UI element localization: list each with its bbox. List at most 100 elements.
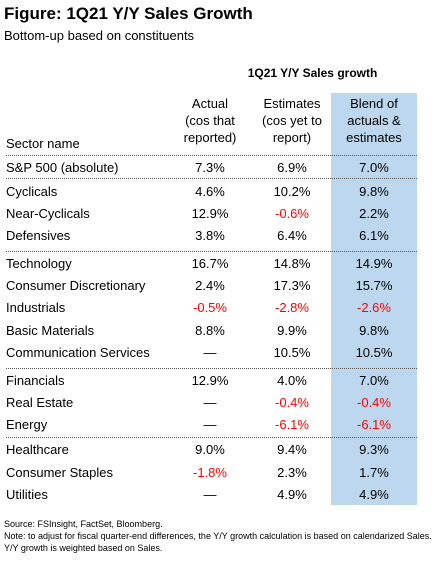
table-row: Financials 12.9% 4.0% 7.0% (6, 369, 417, 391)
actual-cell: — (203, 345, 217, 360)
estimates-cell: 6.4% (277, 228, 307, 243)
table-row: Technology 16.7% 14.8% 14.9% (6, 252, 417, 274)
table-row: Real Estate — -0.4% -0.4% (6, 391, 417, 413)
actual-cell: -1.8% (193, 465, 227, 480)
estimates-cell: 17.3% (273, 278, 311, 293)
table-row: S&P 500 (absolute) 7.3% 6.9% 7.0% (6, 156, 417, 178)
sector-name-cell: Energy (6, 417, 48, 432)
blend-cell: 2.2% (359, 206, 389, 221)
blend-cell: 4.9% (359, 487, 389, 502)
blend-cell: 7.0% (359, 373, 389, 388)
actual-cell: 16.7% (191, 256, 229, 271)
estimates-cell: 10.2% (273, 184, 311, 199)
sector-name-cell: Utilities (6, 487, 48, 502)
blend-cell: 7.0% (359, 160, 389, 175)
sector-name-cell: Consumer Discretionary (6, 278, 146, 293)
divider (6, 178, 417, 179)
table-row: Basic Materials 8.8% 9.9% 9.8% (6, 319, 417, 341)
blend-cell: 14.9% (355, 256, 393, 271)
actual-cell: 9.0% (195, 442, 225, 457)
actual-cell: 4.6% (195, 184, 225, 199)
actual-cell: -0.5% (193, 300, 227, 315)
blend-cell: 6.1% (359, 228, 389, 243)
sector-name-cell: Healthcare (6, 442, 69, 457)
sector-name-cell: Communication Services (6, 345, 150, 360)
blend-cell: 15.7% (355, 278, 393, 293)
group-header: 1Q21 Y/Y Sales growth (247, 66, 378, 80)
col-header-blend-line: estimates (346, 130, 402, 145)
table-row: Communication Services — 10.5% 10.5% (6, 341, 417, 363)
table-row: Defensives 3.8% 6.4% 6.1% (6, 224, 417, 246)
actual-cell: 7.3% (195, 160, 225, 175)
col-header-actual-line: (cos that (185, 113, 235, 128)
estimates-cell: 4.0% (277, 373, 307, 388)
blend-cell: -6.1% (357, 417, 391, 432)
col-header-actual-line: reported) (183, 130, 237, 145)
col-header-blend-line: Blend of (350, 96, 398, 111)
col-header-blend-line: actuals & (347, 113, 401, 128)
divider (6, 155, 417, 156)
divider (6, 251, 417, 252)
estimates-cell: 9.9% (277, 323, 307, 338)
sector-name-cell: Industrials (6, 300, 66, 315)
col-header-actual-line: Actual (191, 96, 229, 111)
estimates-cell: -2.8% (275, 300, 309, 315)
subtitle: Bottom-up based on constituents (4, 28, 195, 43)
estimates-cell: 2.3% (277, 465, 307, 480)
table-row: Cyclicals 4.6% 10.2% 9.8% (6, 180, 417, 202)
actual-cell: — (203, 395, 217, 410)
blend-cell: 9.3% (359, 442, 389, 457)
blend-cell: -0.4% (357, 395, 391, 410)
estimates-cell: 4.9% (277, 487, 307, 502)
estimates-cell: 14.8% (273, 256, 311, 271)
col-header-actual: Actual (cos that reported) (170, 95, 250, 146)
table-row: Consumer Discretionary 2.4% 17.3% 15.7% (6, 274, 417, 296)
blend-cell: 1.7% (359, 465, 389, 480)
blend-cell: 10.5% (355, 345, 393, 360)
blend-cell: 9.8% (359, 184, 389, 199)
source-note: Source: FSInsight, FactSet, Bloomberg. (4, 519, 163, 529)
sector-name-cell: Technology (6, 256, 72, 271)
table-row: Industrials -0.5% -2.8% -2.6% (6, 296, 417, 318)
actual-cell: — (203, 487, 217, 502)
actual-cell: 2.4% (195, 278, 225, 293)
title: Figure: 1Q21 Y/Y Sales Growth (4, 4, 253, 23)
actual-cell: 8.8% (195, 323, 225, 338)
col-header-estimates-line: report) (272, 130, 312, 145)
sector-name-cell: Consumer Staples (6, 465, 113, 480)
actual-cell: 12.9% (191, 206, 229, 221)
notes: Source: FSInsight, FactSet, Bloomberg. N… (4, 518, 444, 554)
methodology-note: Note: to adjust for fiscal quarter-end d… (4, 531, 432, 553)
table-row: Consumer Staples -1.8% 2.3% 1.7% (6, 461, 417, 483)
actual-cell: — (203, 417, 217, 432)
sector-name-cell: Cyclicals (6, 184, 58, 199)
sector-name-cell: Real Estate (6, 395, 74, 410)
estimates-cell: 9.4% (277, 442, 307, 457)
blend-cell: -2.6% (357, 300, 391, 315)
blend-column-highlight (331, 93, 417, 505)
sector-name-cell: Near-Cyclicals (6, 206, 90, 221)
sector-name-cell: Financials (6, 373, 65, 388)
sector-name-cell: Defensives (6, 228, 71, 243)
estimates-cell: 6.9% (277, 160, 307, 175)
estimates-cell: -0.4% (275, 395, 309, 410)
table-row: Utilities — 4.9% 4.9% (6, 483, 417, 505)
estimates-cell: -6.1% (275, 417, 309, 432)
col-header-blend: Blend of actuals & estimates (331, 95, 417, 146)
actual-cell: 3.8% (195, 228, 225, 243)
divider (6, 368, 417, 369)
sector-name-header: Sector name (6, 136, 80, 151)
sector-name-cell: S&P 500 (absolute) (6, 160, 119, 175)
col-header-estimates-line: Estimates (263, 96, 321, 111)
actual-cell: 12.9% (191, 373, 229, 388)
sector-name-cell: Basic Materials (6, 323, 95, 338)
divider (6, 437, 417, 438)
col-header-estimates: Estimates (cos yet to report) (253, 95, 331, 146)
estimates-cell: -0.6% (275, 206, 309, 221)
estimates-cell: 10.5% (273, 345, 311, 360)
table-row: Energy — -6.1% -6.1% (6, 413, 417, 435)
table-row: Healthcare 9.0% 9.4% 9.3% (6, 438, 417, 460)
blend-cell: 9.8% (359, 323, 389, 338)
table-row: Near-Cyclicals 12.9% -0.6% 2.2% (6, 202, 417, 224)
col-header-estimates-line: (cos yet to (262, 113, 322, 128)
